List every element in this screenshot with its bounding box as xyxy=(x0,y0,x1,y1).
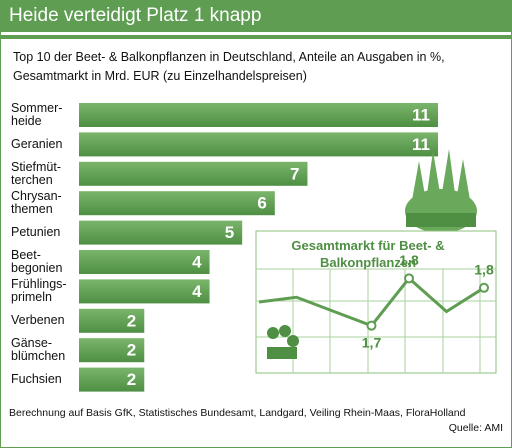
shrub-illustration xyxy=(405,149,477,233)
source: Quelle: AMI xyxy=(448,422,503,434)
bar xyxy=(79,191,275,216)
value-label: 4 xyxy=(192,252,202,271)
y-tick-label: Verbenen xyxy=(11,313,65,328)
flower-illustration xyxy=(267,325,299,359)
y-tick-label: Sommer- heide xyxy=(11,101,63,128)
point xyxy=(479,282,489,293)
value-label: 7 xyxy=(290,164,299,183)
bar xyxy=(79,308,145,333)
footnote: Berechnung auf Basis GfK, Statistisches … xyxy=(9,407,466,419)
value-label: 1,8 xyxy=(399,252,419,268)
chart-title: Heide verteidigt Platz 1 knapp xyxy=(9,5,262,26)
bar xyxy=(79,103,438,127)
point xyxy=(404,273,414,284)
y-tick-label: Fuchsien xyxy=(11,372,62,387)
y-tick-label: Geranien xyxy=(11,136,63,151)
value-label: 4 xyxy=(192,282,202,301)
y-tick-label: Petunien xyxy=(11,225,61,240)
value-label: 11 xyxy=(412,105,430,124)
y-tick-label: Stiefmüt- terchen xyxy=(11,159,62,187)
bar xyxy=(79,338,145,363)
bar xyxy=(79,367,145,392)
y-tick-label: Beet- begonien xyxy=(11,248,63,275)
inset-title: Gesamtmarkt für Beet- & Balkonpflanzen xyxy=(291,238,445,270)
y-tick-label: Frühlings- primeln xyxy=(11,277,67,305)
point xyxy=(366,320,377,331)
bar xyxy=(79,279,210,304)
bar xyxy=(79,132,438,157)
value-label: 2 xyxy=(127,341,136,360)
value-label: 1,8 xyxy=(474,262,494,278)
value-label: 1,7 xyxy=(362,334,382,350)
value-label: 11 xyxy=(412,135,430,154)
value-label: 5 xyxy=(225,223,234,242)
bar xyxy=(79,161,308,186)
bar xyxy=(79,220,243,245)
inset-panel: 1,7 1,8 1,8 xyxy=(255,230,497,374)
value-label: 6 xyxy=(257,194,266,213)
chart-subtitle: Top 10 der Beet- & Balkonpflanzen in Deu… xyxy=(13,50,445,83)
bar xyxy=(79,250,210,274)
value-label: 2 xyxy=(127,311,136,330)
y-tick-label: Gänse- blümchen xyxy=(11,336,66,364)
header-bar xyxy=(1,1,511,35)
y-tick-label: Chrysan- themen xyxy=(11,189,62,217)
value-label: 2 xyxy=(127,370,136,389)
